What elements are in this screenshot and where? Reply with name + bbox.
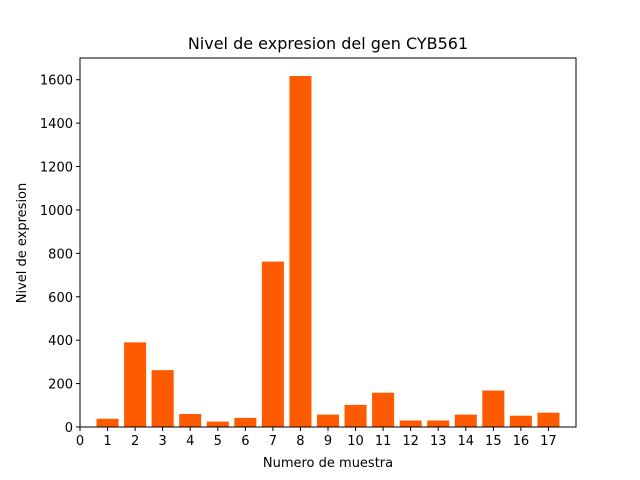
- x-tick-label: 12: [402, 434, 419, 449]
- y-axis-label: Nivel de expresion: [15, 183, 30, 304]
- x-tick-label: 10: [347, 434, 364, 449]
- y-tick-label: 200: [48, 378, 73, 393]
- y-tick-label: 800: [48, 247, 73, 262]
- x-tick-label: 4: [186, 434, 194, 449]
- x-tick-label: 17: [540, 434, 557, 449]
- x-axis-label: Numero de muestra: [263, 456, 393, 471]
- bar-sample-15: [482, 390, 505, 427]
- x-tick-label: 0: [76, 434, 84, 449]
- bar-sample-12: [399, 420, 422, 427]
- x-axis: 0 1 2 3 4 5 6 7 8 9 10 11 12 13 14 15 16 17: [76, 427, 557, 449]
- bar-sample-5: [206, 421, 229, 427]
- bar-sample-17: [537, 412, 560, 427]
- x-tick-label: 8: [296, 434, 304, 449]
- bar-sample-2: [124, 342, 147, 427]
- bar-sample-6: [234, 417, 257, 427]
- bar-sample-8: [289, 76, 312, 428]
- x-tick-label: 11: [375, 434, 392, 449]
- bar-sample-9: [316, 414, 340, 427]
- bars-group: [96, 76, 560, 428]
- bar-sample-14: [454, 414, 477, 427]
- bar-sample-11: [372, 392, 395, 427]
- y-tick-label: 1000: [40, 204, 73, 219]
- x-tick-label: 6: [241, 434, 249, 449]
- bar-sample-3: [151, 370, 174, 427]
- x-tick-label: 3: [159, 434, 167, 449]
- x-tick-label: 13: [430, 434, 447, 449]
- y-axis: 0 200 400 600 800 1000 1200 1400 1600: [40, 74, 80, 436]
- x-tick-label: 16: [513, 434, 530, 449]
- bar-sample-10: [344, 404, 367, 427]
- y-tick-label: 1400: [40, 117, 73, 132]
- x-tick-label: 9: [324, 434, 332, 449]
- bar-sample-16: [509, 415, 532, 427]
- bar-sample-1: [96, 418, 119, 427]
- x-tick-label: 5: [214, 434, 222, 449]
- bar-sample-4: [179, 413, 202, 427]
- y-tick-label: 400: [48, 334, 73, 349]
- chart-title: Nivel de expresion del gen CYB561: [188, 34, 468, 53]
- y-tick-label: 0: [65, 421, 73, 436]
- x-tick-label: 2: [131, 434, 139, 449]
- bar-sample-7: [261, 261, 284, 427]
- y-tick-label: 600: [48, 291, 73, 306]
- y-tick-label: 1200: [40, 161, 73, 176]
- bar-sample-13: [427, 420, 450, 427]
- x-tick-label: 1: [103, 434, 111, 449]
- x-tick-label: 15: [485, 434, 502, 449]
- x-tick-label: 14: [458, 434, 475, 449]
- y-tick-label: 1600: [40, 74, 73, 89]
- x-tick-label: 7: [269, 434, 277, 449]
